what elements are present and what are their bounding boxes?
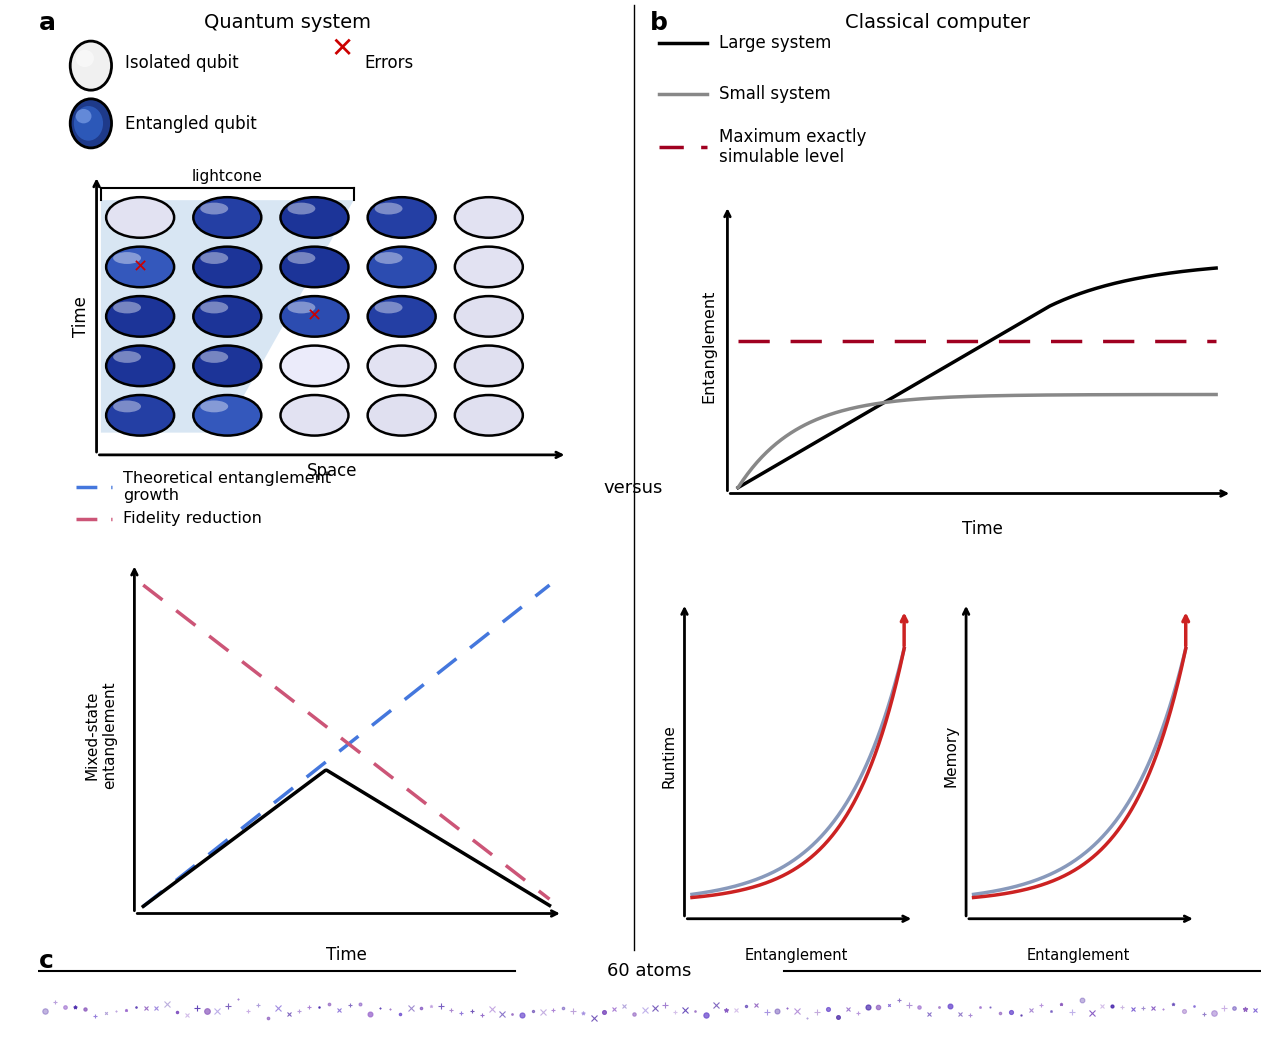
Ellipse shape [200,301,228,313]
Ellipse shape [106,247,174,288]
Ellipse shape [193,345,261,386]
Ellipse shape [106,395,174,436]
Text: b: b [650,10,668,35]
Text: Entanglement: Entanglement [745,948,849,963]
Text: Runtime: Runtime [662,724,677,788]
Ellipse shape [280,197,348,237]
Ellipse shape [200,203,228,214]
Ellipse shape [193,197,261,237]
Text: Time: Time [72,296,90,337]
Ellipse shape [193,247,261,288]
Ellipse shape [200,252,228,264]
Ellipse shape [106,296,174,337]
Ellipse shape [70,99,111,148]
Text: ✕: ✕ [330,36,353,63]
Text: a: a [38,10,55,35]
Ellipse shape [367,296,435,337]
Text: Entangled qubit: Entangled qubit [125,114,257,133]
Ellipse shape [200,351,228,363]
Text: Mixed-state
entanglement: Mixed-state entanglement [84,681,116,789]
Ellipse shape [113,351,141,363]
Text: Entanglement: Entanglement [1027,948,1130,963]
Text: lightcone: lightcone [192,169,262,184]
Polygon shape [101,201,353,433]
Text: 60 atoms: 60 atoms [608,962,691,980]
Text: Quantum system: Quantum system [205,13,371,32]
Text: ✕: ✕ [307,308,323,326]
Ellipse shape [280,345,348,386]
Ellipse shape [280,247,348,288]
Text: Isolated qubit: Isolated qubit [125,54,239,72]
Ellipse shape [367,345,435,386]
Text: Theoretical entanglement
growth: Theoretical entanglement growth [123,470,332,503]
Ellipse shape [375,301,402,313]
Text: Maximum exactly
simulable level: Maximum exactly simulable level [719,128,867,166]
Text: Fidelity reduction: Fidelity reduction [123,511,261,526]
Text: Large system: Large system [719,35,831,52]
Ellipse shape [76,109,91,124]
Ellipse shape [288,203,315,214]
Ellipse shape [113,400,141,413]
Ellipse shape [113,252,141,264]
Ellipse shape [367,197,435,237]
Ellipse shape [200,400,228,413]
Text: Time: Time [963,520,1002,538]
Text: Time: Time [326,946,367,964]
Ellipse shape [193,296,261,337]
Ellipse shape [106,197,174,237]
Ellipse shape [375,203,402,214]
Ellipse shape [113,301,141,313]
Ellipse shape [454,247,522,288]
Ellipse shape [454,345,522,386]
Ellipse shape [74,106,102,141]
Text: Classical computer: Classical computer [845,13,1030,32]
Text: Memory: Memory [943,724,959,788]
Text: Space: Space [307,462,357,480]
Ellipse shape [280,296,348,337]
Ellipse shape [193,395,261,436]
Ellipse shape [367,247,435,288]
Ellipse shape [288,301,315,313]
Text: c: c [38,949,54,973]
Ellipse shape [288,252,315,264]
Ellipse shape [70,41,111,90]
Ellipse shape [375,252,402,264]
Ellipse shape [367,395,435,436]
Ellipse shape [454,296,522,337]
Text: Entanglement: Entanglement [701,290,717,403]
Text: Errors: Errors [365,54,413,72]
Text: versus: versus [604,479,663,498]
Text: ✕: ✕ [133,258,147,276]
Text: Small system: Small system [719,85,831,103]
Ellipse shape [106,345,174,386]
Ellipse shape [76,49,93,67]
Ellipse shape [454,395,522,436]
Ellipse shape [454,197,522,237]
Ellipse shape [280,395,348,436]
